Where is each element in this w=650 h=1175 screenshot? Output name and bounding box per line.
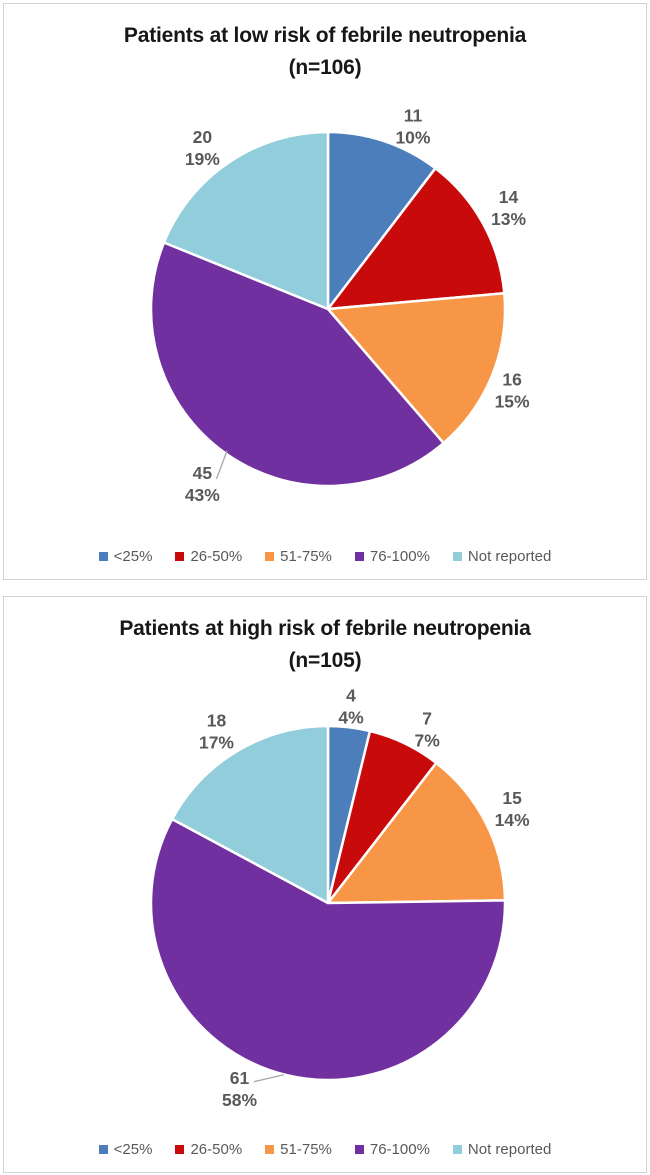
- legend-swatch-icon: [452, 552, 462, 561]
- slice-value-label: 15: [502, 788, 522, 808]
- legend-item-2: 26-50%: [175, 548, 242, 565]
- slice-percent-label: 43%: [185, 485, 220, 505]
- legend-item-5: Not reported: [452, 548, 552, 565]
- pie-slice-4: [149, 241, 445, 488]
- slice-percent-label: 4%: [338, 708, 364, 728]
- slice-value-label: 45: [193, 463, 213, 483]
- legend-label: Not reported: [467, 1141, 552, 1158]
- slice-value-label: 11: [404, 106, 423, 126]
- chart-panel-high-risk: Patients at high risk of febrile neutrop…: [3, 596, 647, 1173]
- legend-label: 76-100%: [369, 1141, 430, 1158]
- pie-slice-2: [326, 167, 506, 311]
- chart-title-line2: (n=106): [288, 56, 362, 79]
- legend-swatch-icon: [452, 1145, 462, 1154]
- slice-value-label: 16: [502, 369, 522, 389]
- slice-value-label: 4: [346, 686, 356, 706]
- slice-value-label: 14: [499, 187, 519, 207]
- legend-label: 51-75%: [280, 1141, 332, 1158]
- leader-line: [253, 1074, 284, 1083]
- legend-label: 26-50%: [190, 1141, 243, 1158]
- slice-percent-label: 17%: [199, 732, 234, 752]
- legend-swatch-icon: [98, 1145, 108, 1154]
- chart-panel-low-risk: Patients at low risk of febrile neutrope…: [3, 3, 647, 580]
- slice-percent-label: 15%: [495, 391, 530, 411]
- legend: <25% 26-50% 51-75% 76-100% Not reported: [4, 548, 646, 565]
- slice-percent-label: 10%: [395, 128, 430, 148]
- legend-label: <25%: [113, 1141, 153, 1158]
- chart-title: Patients at low risk of febrile neutrope…: [4, 20, 646, 84]
- slice-data-label: 44%: [338, 686, 364, 728]
- legend-item-2: 26-50%: [175, 1141, 242, 1158]
- slice-data-label: 77%: [414, 709, 440, 751]
- legend-swatch-icon: [175, 552, 185, 561]
- legend-label: <25%: [113, 548, 153, 565]
- slice-percent-label: 7%: [414, 731, 440, 751]
- legend-item-3: 51-75%: [265, 548, 332, 565]
- chart-title: Patients at high risk of febrile neutrop…: [4, 613, 646, 677]
- slice-percent-label: 58%: [222, 1090, 257, 1110]
- legend-label: Not reported: [467, 548, 552, 565]
- legend-swatch-icon: [98, 552, 108, 561]
- pie-slice-1: [326, 130, 437, 311]
- chart-title-line1: Patients at high risk of febrile neutrop…: [119, 617, 531, 640]
- legend-item-1: <25%: [98, 548, 153, 565]
- legend-swatch-icon: [175, 1145, 185, 1154]
- legend-label: 76-100%: [369, 548, 430, 565]
- legend-swatch-icon: [265, 1145, 275, 1154]
- legend-item-4: 76-100%: [354, 548, 430, 565]
- slice-percent-label: 14%: [495, 810, 530, 830]
- pie-slice-4: [149, 817, 507, 1082]
- pie-slice-5: [170, 724, 330, 905]
- legend-label: 26-50%: [190, 548, 243, 565]
- legend-swatch-icon: [265, 552, 275, 561]
- legend-item-3: 51-75%: [265, 1141, 332, 1158]
- legend: <25% 26-50% 51-75% 76-100% Not reported: [4, 1141, 646, 1158]
- slice-value-label: 61: [230, 1068, 250, 1088]
- slice-value-label: 7: [422, 709, 432, 729]
- leader-line: [215, 450, 228, 480]
- slice-percent-label: 13%: [491, 209, 526, 229]
- pie-slice-5: [162, 130, 330, 311]
- legend-label: 51-75%: [280, 548, 332, 565]
- legend-swatch-icon: [354, 1145, 364, 1154]
- chart-title-line2: (n=105): [288, 649, 362, 672]
- legend-item-1: <25%: [98, 1141, 153, 1158]
- slice-percent-label: 19%: [185, 149, 220, 169]
- chart-title-line1: Patients at low risk of febrile neutrope…: [123, 24, 527, 47]
- legend-swatch-icon: [354, 552, 364, 561]
- pie-slice-3: [326, 292, 507, 445]
- legend-item-5: Not reported: [452, 1141, 552, 1158]
- slice-value-label: 20: [193, 127, 213, 147]
- pie-slice-3: [326, 761, 507, 905]
- slice-value-label: 18: [207, 710, 227, 730]
- legend-item-4: 76-100%: [354, 1141, 430, 1158]
